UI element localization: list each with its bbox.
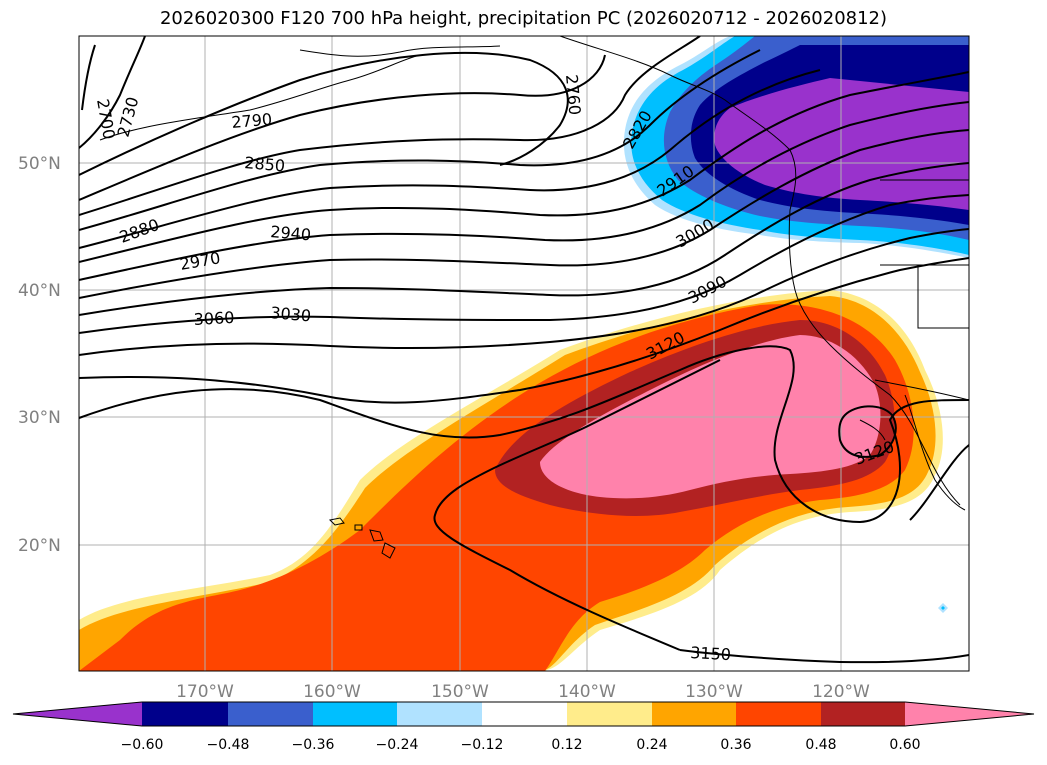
colorbar-tick-3: −0.36	[292, 737, 335, 753]
latitude-labels: 50°N 40°N 30°N 20°N	[18, 154, 61, 556]
lon-label-150w: 150°W	[431, 682, 489, 702]
colorbar-segment-6	[567, 702, 652, 726]
colorbar-segment-4	[397, 702, 482, 726]
contour-label-2790: 2790	[231, 110, 273, 132]
lon-label-170w: 170°W	[176, 682, 234, 702]
colorbar-tick-4: −0.24	[376, 737, 419, 753]
contour-label-3090: 3090	[685, 272, 730, 308]
fill-neg-dot-inner	[941, 606, 945, 610]
lon-label-160w: 160°W	[303, 682, 361, 702]
lat-label-40n: 40°N	[18, 281, 61, 301]
colorbar: −0.60 −0.48 −0.36 −0.24 −0.12 0.12 0.24 …	[12, 701, 1035, 753]
colorbar-tick-2: −0.48	[207, 737, 250, 753]
contour-label-2730: 2730	[114, 95, 143, 139]
colorbar-extend-right	[905, 702, 1034, 726]
contour-label-2850: 2850	[244, 153, 286, 175]
lon-label-120w: 120°W	[812, 682, 870, 702]
contour-label-2760: 2760	[562, 74, 584, 116]
colorbar-segment-2	[228, 702, 313, 726]
lat-label-50n: 50°N	[18, 154, 61, 174]
colorbar-tick-7: 0.24	[636, 737, 667, 753]
colorbar-segment-8	[736, 702, 821, 726]
lon-label-130w: 130°W	[685, 682, 743, 702]
longitude-labels: 170°W 160°W 150°W 140°W 130°W 120°W	[176, 682, 870, 702]
lat-label-20n: 20°N	[18, 536, 61, 556]
map-title: 2026020300 F120 700 hPa height, precipit…	[159, 8, 888, 29]
map-area: 2700 2730 2760 2790 2820 2850 2880 2910 …	[79, 36, 969, 671]
colorbar-segment-3	[313, 702, 397, 726]
contour-label-2970: 2970	[178, 248, 221, 274]
height-contours	[79, 36, 969, 664]
colorbar-tick-1: −0.60	[121, 737, 164, 753]
colorbar-tick-8: 0.36	[720, 737, 751, 753]
colorbar-extend-left	[13, 702, 142, 726]
colorbar-tick-10: 0.60	[889, 737, 920, 753]
colorbar-segment-5	[482, 702, 567, 726]
colorbar-segment-7	[652, 702, 736, 726]
colorbar-segment-9	[821, 702, 905, 726]
contour-label-3030: 3030	[270, 303, 312, 325]
map-frame	[78, 35, 970, 672]
colorbar-outline	[12, 701, 1035, 727]
contour-label-3150: 3150	[690, 643, 732, 664]
contour-label-2880: 2880	[117, 215, 162, 247]
positive-pc-fill	[79, 290, 943, 671]
colorbar-ticks: −0.60 −0.48 −0.36 −0.24 −0.12 0.12 0.24 …	[121, 737, 921, 753]
coastlines	[99, 36, 969, 559]
fill-neg-0.60	[714, 78, 969, 210]
contour-label-2940: 2940	[270, 222, 312, 244]
contour-label-3060: 3060	[193, 308, 235, 329]
colorbar-tick-9: 0.48	[805, 737, 836, 753]
colorbar-segment-1	[142, 702, 228, 726]
lat-label-30n: 30°N	[18, 408, 61, 428]
colorbar-tick-6: 0.12	[551, 737, 582, 753]
graticule	[79, 36, 969, 671]
lon-label-140w: 140°W	[558, 682, 616, 702]
colorbar-tick-5: −0.12	[461, 737, 504, 753]
